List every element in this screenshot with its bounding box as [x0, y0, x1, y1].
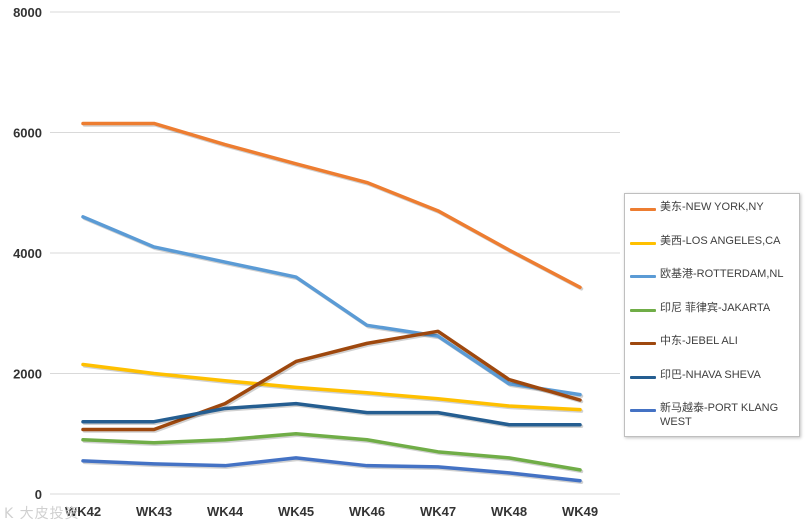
- y-tick-label: 2000: [13, 367, 42, 382]
- legend-label: 中东-JEBEL ALI: [660, 335, 738, 347]
- y-tick-label: 6000: [13, 126, 42, 141]
- series-line: [81, 329, 582, 432]
- series-line: [81, 215, 582, 397]
- legend-item: 欧基港-ROTTERDAM,NL: [630, 267, 793, 301]
- legend-swatch: [630, 308, 656, 312]
- legend-item: 印巴-NHAVA SHEVA: [630, 368, 793, 402]
- x-tick-label: WK48: [491, 504, 527, 519]
- legend-label: 美西-LOS ANGELES,CA: [660, 234, 781, 247]
- legend-label: 印巴-NHAVA SHEVA: [660, 368, 761, 381]
- series-line-shadow: [82, 123, 584, 291]
- legend-swatch: [630, 375, 656, 379]
- y-tick-label: 0: [35, 487, 42, 502]
- legend-swatch: [630, 342, 656, 345]
- legend-label: 美东-NEW YORK,NY: [660, 201, 764, 213]
- legend-swatch: [630, 409, 656, 412]
- legend-swatch: [630, 275, 656, 278]
- legend-swatch: [630, 241, 656, 245]
- x-tick-label: WK45: [278, 504, 314, 519]
- series-line: [81, 401, 582, 427]
- legend-item: 美西-LOS ANGELES,CA: [630, 234, 793, 268]
- legend-label: 欧基港-ROTTERDAM,NL: [660, 268, 784, 280]
- y-tick-label: 8000: [13, 5, 42, 20]
- legend-label: 印尼 菲律宾-JAKARTA: [660, 301, 771, 314]
- series-line: [81, 362, 582, 412]
- legend-item: 印尼 菲律宾-JAKARTA: [630, 301, 793, 335]
- series-line: [81, 456, 582, 483]
- series-line: [81, 432, 582, 472]
- y-tick-label: 4000: [13, 246, 42, 261]
- x-tick-label: WK46: [349, 504, 385, 519]
- chart-legend: 美东-NEW YORK,NY 美西-LOS ANGELES,CA 欧基港-ROT…: [624, 193, 800, 437]
- legend-label: 新马越泰-PORT KLANG WEST: [660, 402, 779, 428]
- x-tick-label: WK42: [65, 504, 101, 519]
- legend-item: 中东-JEBEL ALI: [630, 334, 793, 368]
- x-tick-label: WK44: [207, 504, 244, 519]
- legend-item: 美东-NEW YORK,NY: [630, 200, 793, 234]
- x-tick-label: WK43: [136, 504, 172, 519]
- series-line: [81, 121, 582, 290]
- series-line-shadow: [82, 216, 584, 398]
- legend-swatch: [630, 208, 656, 211]
- x-tick-label: WK47: [420, 504, 456, 519]
- legend-item: 新马越泰-PORT KLANG WEST: [630, 401, 793, 435]
- x-tick-label: WK49: [562, 504, 598, 519]
- watermark: K 大皮投资: [4, 506, 80, 522]
